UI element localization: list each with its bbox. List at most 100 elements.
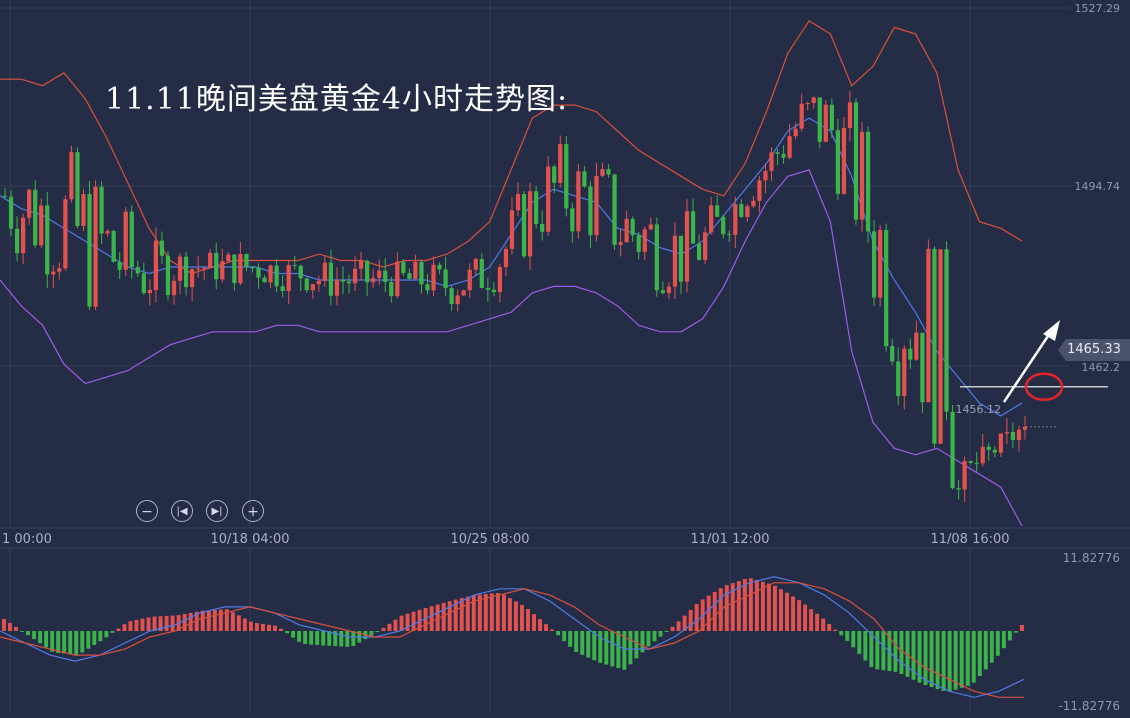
candle-body [63, 199, 68, 269]
candle-body [220, 261, 225, 280]
candle-body [636, 235, 641, 252]
macd-histogram-bar [230, 612, 235, 631]
macd-histogram-bar [387, 623, 392, 631]
candle-body [14, 228, 20, 254]
candle-body [141, 273, 146, 294]
candle-body [165, 255, 171, 296]
candle-body [389, 281, 394, 297]
candle-body [956, 488, 961, 490]
candle-body [292, 264, 297, 266]
candle-body [407, 273, 412, 279]
candle-body [27, 189, 32, 218]
macd-histogram-bar [742, 579, 747, 631]
candle-body [395, 261, 400, 297]
macd-histogram-bar [501, 594, 506, 631]
scroll-left-button[interactable]: |◀ [171, 500, 193, 522]
macd-histogram-bar [983, 631, 988, 670]
macd-histogram-bar [1019, 624, 1024, 631]
candle-body [853, 102, 859, 220]
macd-histogram-bar [935, 631, 940, 690]
macd-histogram-bar [1013, 631, 1018, 633]
macd-histogram-bar [911, 631, 916, 680]
macd-histogram-bar [429, 606, 434, 631]
macd-histogram-bar [375, 631, 380, 633]
macd-histogram-bar [724, 585, 729, 631]
candle-body [515, 193, 521, 211]
macd-histogram-bar [544, 624, 549, 631]
candle-body [865, 131, 871, 232]
macd-histogram-bar [459, 598, 464, 631]
candle-body [87, 194, 92, 307]
macd-histogram-bar [297, 631, 302, 642]
macd-histogram-bar [507, 598, 512, 631]
candle-body [316, 280, 321, 285]
macd-histogram-bar [754, 579, 759, 631]
macd-histogram-bar [598, 631, 603, 663]
time-axis-label: 1 00:00 [2, 532, 52, 547]
macd-histogram-bar [411, 611, 416, 631]
candle-body [340, 279, 346, 282]
time-axis-label: 10/25 08:00 [450, 532, 529, 547]
candle-body [835, 130, 841, 194]
macd-histogram-bar [188, 612, 193, 631]
macd-histogram-bar [273, 625, 277, 631]
macd-histogram-bar [20, 631, 24, 632]
candle-body [527, 191, 533, 257]
candle-body [733, 204, 738, 235]
candle-body [171, 280, 177, 296]
candle-body [431, 264, 436, 291]
macd-histogram-bar [730, 583, 735, 631]
macd-histogram-bar [905, 631, 910, 677]
macd-dif-line [0, 576, 1025, 698]
macd-histogram-bar [670, 626, 675, 631]
candle-body [93, 186, 98, 307]
candle-body [672, 235, 678, 287]
current-price-tag: 1465.33 [1058, 339, 1130, 361]
candle-body [811, 97, 816, 104]
candle-body [624, 218, 629, 243]
zoom-out-button[interactable]: − [136, 500, 158, 522]
macd-histogram-bar [797, 600, 802, 631]
candle-body [189, 269, 195, 288]
macd-histogram-bar [568, 631, 573, 647]
macd-histogram-bar [989, 631, 994, 663]
macd-histogram-bar [953, 631, 958, 690]
macd-histogram-bar [736, 581, 741, 631]
scroll-right-button[interactable]: ▶| [206, 500, 228, 522]
macd-histogram-bar [634, 631, 639, 659]
candle-body [600, 169, 605, 176]
swing-low-label: 1456.12 [956, 403, 1002, 416]
macd-histogram-bar [652, 631, 657, 642]
candle-body [503, 248, 509, 268]
candle-body [588, 186, 593, 236]
price-axis-label: 1494.74 [1075, 180, 1121, 193]
macd-histogram-bar [977, 631, 982, 677]
macd-histogram-bar [453, 599, 458, 631]
macd-histogram-bar [809, 609, 814, 631]
macd-histogram-bar [441, 602, 446, 631]
zoom-in-button[interactable]: + [242, 500, 264, 522]
macd-dea-line [0, 582, 1024, 698]
candle-body [45, 205, 50, 275]
candle-body [980, 446, 985, 464]
macd-axis-label: 11.82776 [1063, 551, 1120, 565]
candle-body [751, 200, 756, 207]
macd-histogram-bar [128, 621, 133, 631]
macd-histogram-bar [845, 631, 850, 641]
candle-body [497, 267, 503, 293]
candle-body [666, 286, 672, 294]
macd-histogram-bar [760, 581, 765, 631]
macd-histogram-bar [592, 631, 597, 661]
macd-histogram-bar [242, 618, 247, 631]
candle-body [932, 248, 937, 444]
candle-body [696, 243, 702, 260]
macd-histogram-bar [405, 613, 410, 631]
candle-body [884, 229, 889, 347]
macd-histogram-bar [369, 631, 374, 636]
candle-body [21, 217, 26, 254]
candle-body [1004, 431, 1009, 434]
candle-body [51, 271, 56, 275]
candle-body [690, 211, 696, 244]
macd-histogram-bar [959, 631, 964, 688]
